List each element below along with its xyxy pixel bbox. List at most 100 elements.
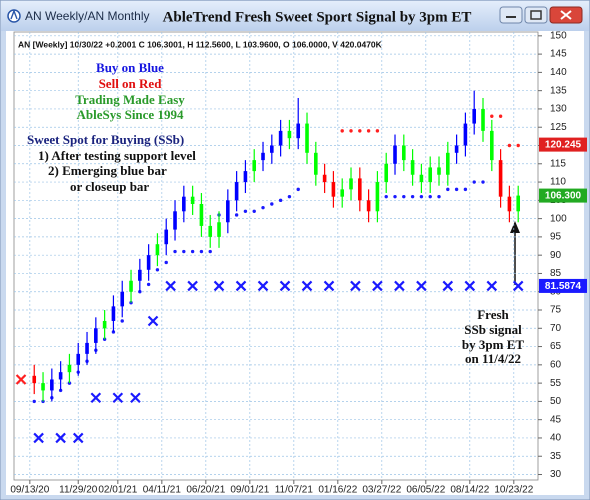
candle-body — [287, 130, 292, 139]
candle-body — [146, 255, 151, 270]
resistance-dot — [366, 129, 371, 133]
candle-body — [199, 203, 204, 226]
note-line: 2) Emerging blue bar — [48, 163, 167, 178]
candle-body — [446, 152, 450, 175]
support-dot — [410, 194, 415, 199]
legend-line: Buy on Blue — [96, 60, 164, 75]
candle-body — [234, 182, 239, 201]
x-marker — [394, 280, 405, 292]
x-marker — [165, 280, 176, 292]
support-dot — [287, 194, 292, 199]
maximize-button[interactable] — [524, 6, 548, 24]
y-tick-label: 50 — [550, 396, 562, 407]
support-dot — [419, 194, 424, 199]
candle-body — [243, 171, 248, 183]
candle-body — [322, 174, 327, 183]
resistance-dot — [375, 129, 380, 133]
candle-body — [270, 145, 274, 153]
x-tick-label: 03/27/22 — [362, 485, 401, 496]
candle-body — [402, 145, 406, 161]
support-dot — [164, 260, 168, 265]
y-tick-label: 135 — [550, 85, 567, 96]
resistance-dot — [340, 129, 344, 133]
candle-body — [217, 222, 221, 237]
candle-body — [393, 145, 397, 164]
callout-arrow — [510, 221, 520, 285]
support-dot — [437, 194, 441, 199]
support-dot — [481, 180, 485, 184]
candle-body — [208, 225, 213, 237]
legend-line: Trading Made Easy — [75, 92, 185, 107]
x-tick-label: 09/01/21 — [230, 485, 269, 496]
x-marker — [372, 280, 383, 292]
candle-body — [138, 269, 142, 281]
candle-body — [314, 152, 318, 175]
x-marker — [301, 280, 313, 292]
candle-body — [366, 200, 371, 212]
y-tick-label: 65 — [550, 341, 562, 352]
chart-panel — [6, 31, 584, 495]
support-dot — [243, 209, 248, 214]
y-tick-label: 90 — [550, 250, 562, 261]
x-marker — [90, 392, 102, 404]
support-dot — [261, 205, 265, 210]
x-tick-label: 01/16/22 — [318, 485, 357, 496]
support-dot — [384, 194, 388, 199]
candle-body — [155, 244, 160, 256]
x-marker — [187, 280, 198, 292]
x-marker — [512, 280, 524, 292]
y-tick-label: 100 — [550, 213, 567, 224]
y-tick-label: 110 — [550, 177, 566, 188]
support-dot — [146, 282, 151, 287]
candle-body — [498, 160, 503, 197]
x-marker — [130, 392, 141, 404]
x-marker — [323, 280, 335, 292]
candle-body — [375, 182, 380, 212]
support-dot — [173, 249, 177, 254]
x-marker — [15, 374, 27, 385]
y-tick-label: 125 — [550, 122, 567, 133]
support-dot — [208, 249, 212, 254]
resistance-dot — [349, 129, 353, 133]
x-tick-label: 09/13/20 — [10, 485, 49, 496]
x-marker — [72, 432, 84, 444]
y-tick-label: 115 — [550, 158, 566, 169]
y-tick-label: 85 — [550, 268, 562, 279]
plot-frame — [13, 31, 539, 481]
x-marker — [213, 280, 225, 292]
support-dot — [155, 268, 160, 272]
header-line: AN [Weekly] 10/30/22 +0.2001 C 106.3001,… — [18, 39, 383, 49]
resistance-dot — [358, 129, 362, 133]
candle-body — [252, 160, 257, 172]
support-dot — [182, 249, 186, 254]
y-tick-label: 40 — [550, 433, 562, 444]
x-marker — [486, 280, 498, 292]
callout-line: SSb signal — [464, 322, 522, 337]
y-tick-label: 70 — [550, 323, 562, 334]
x-marker — [464, 280, 476, 292]
minimize-button[interactable] — [499, 6, 523, 24]
candle-body — [384, 163, 389, 183]
x-tick-label: 08/14/22 — [450, 485, 489, 496]
price-label: 120.245 — [545, 140, 582, 151]
x-tick-label: 04/11/21 — [143, 485, 182, 496]
y-tick-label: 30 — [550, 469, 562, 480]
price-label-box — [539, 188, 587, 203]
candle-body — [349, 178, 353, 190]
candle-body — [437, 167, 441, 175]
candle-body — [261, 152, 265, 161]
y-tick-label: 150 — [550, 30, 567, 41]
x-tick-label: 11/29/20 — [59, 485, 98, 496]
candle-body — [120, 291, 125, 307]
legend-line: AbleSys Since 1994 — [77, 107, 184, 122]
callout-line: on 11/4/22 — [465, 351, 521, 366]
maximize-glyph — [530, 10, 542, 20]
candle-body — [50, 379, 54, 391]
support-dot — [428, 194, 432, 199]
resistance-dot — [498, 114, 503, 118]
candle-body — [472, 108, 477, 124]
candle-body — [305, 123, 309, 153]
candle-body — [410, 160, 415, 175]
